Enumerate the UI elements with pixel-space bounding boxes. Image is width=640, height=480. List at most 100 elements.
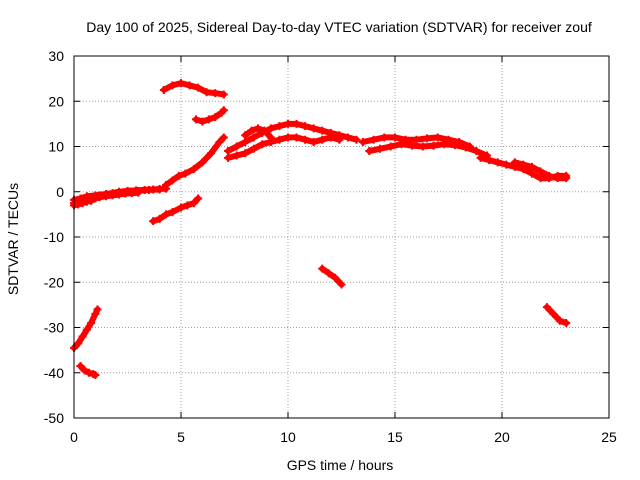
- data-point: [149, 217, 158, 226]
- data-point: [144, 185, 153, 194]
- series-s15: [365, 140, 492, 160]
- data-point: [155, 214, 164, 223]
- data-point: [549, 309, 558, 318]
- data-point: [337, 280, 346, 289]
- data-point: [519, 160, 528, 169]
- data-point: [545, 171, 554, 180]
- data-point: [266, 133, 275, 142]
- y-tick-label: 30: [48, 48, 64, 64]
- data-point: [343, 133, 352, 142]
- data-point: [204, 115, 213, 124]
- data-point: [397, 140, 406, 149]
- data-point: [249, 144, 258, 153]
- data-point: [553, 174, 562, 183]
- data-point: [219, 90, 228, 99]
- data-point: [74, 339, 83, 348]
- data-point: [102, 190, 111, 199]
- series-s18: [542, 303, 571, 327]
- data-point: [155, 185, 164, 194]
- series-s6: [159, 79, 228, 99]
- data-point: [450, 141, 459, 150]
- data-point: [301, 135, 310, 144]
- data-point: [433, 133, 442, 142]
- data-point: [174, 171, 183, 180]
- series-s5: [149, 194, 203, 226]
- data-point: [562, 174, 571, 183]
- y-tick-label: -40: [44, 365, 64, 381]
- data-point: [82, 192, 91, 201]
- data-point: [76, 361, 85, 370]
- y-tick-label: -50: [44, 410, 64, 426]
- data-point: [189, 199, 198, 208]
- data-point: [181, 169, 190, 178]
- x-tick-label: 0: [70, 429, 78, 445]
- data-point: [326, 133, 335, 142]
- data-point: [408, 141, 417, 150]
- y-axis-label: SDTVAR / TECUs: [5, 183, 21, 295]
- data-point: [241, 149, 250, 158]
- data-point: [254, 124, 263, 133]
- data-point: [502, 160, 511, 169]
- data-point: [284, 133, 292, 142]
- y-tick-label: -10: [44, 229, 64, 245]
- data-point: [335, 135, 344, 144]
- series-trace: [543, 304, 570, 326]
- data-point: [292, 119, 301, 128]
- data-point: [162, 210, 171, 219]
- data-point: [112, 189, 121, 198]
- data-point: [224, 153, 233, 162]
- data-point: [84, 368, 93, 377]
- y-axis-ticks: -50 -40 -30 -20 -10 0 10 20 30: [44, 48, 609, 426]
- data-point: [183, 201, 192, 210]
- series-trace: [319, 265, 345, 288]
- data-point: [418, 142, 427, 151]
- data-point: [258, 140, 267, 149]
- data-point: [232, 151, 241, 160]
- data-point: [76, 194, 85, 203]
- data-point: [472, 147, 481, 156]
- data-point: [185, 81, 194, 90]
- data-point: [198, 117, 207, 126]
- data-point: [309, 124, 318, 133]
- data-point: [510, 158, 519, 167]
- data-point: [476, 153, 485, 162]
- data-point: [91, 309, 100, 318]
- series-s3: [70, 185, 164, 204]
- chart-title: Day 100 of 2025, Sidereal Day-to-day VTE…: [86, 19, 592, 35]
- data-point: [386, 142, 395, 151]
- data-point: [275, 122, 284, 131]
- x-tick-label: 25: [601, 429, 617, 445]
- data-point: [177, 79, 185, 88]
- data-point: [536, 167, 545, 176]
- y-tick-label: 10: [48, 139, 64, 155]
- data-point: [365, 147, 374, 156]
- data-point: [536, 174, 545, 183]
- data-point: [123, 187, 132, 196]
- data-point: [562, 318, 571, 327]
- data-point: [189, 165, 198, 174]
- x-tick-label: 20: [494, 429, 510, 445]
- data-point: [168, 81, 177, 90]
- data-point: [331, 273, 340, 282]
- data-point: [194, 194, 203, 203]
- data-point: [211, 89, 220, 98]
- data-point: [275, 135, 284, 144]
- data-point: [266, 124, 275, 133]
- data-point: [162, 180, 171, 189]
- data-point: [423, 134, 432, 143]
- data-point: [134, 186, 143, 195]
- data-point: [301, 122, 310, 131]
- data-point: [318, 126, 327, 135]
- data-point: [168, 208, 177, 217]
- data-point: [555, 316, 564, 325]
- data-point: [202, 88, 211, 97]
- y-tick-label: 20: [48, 93, 64, 109]
- data-point: [542, 303, 551, 312]
- data-point: [159, 85, 168, 94]
- series-s7: [191, 106, 228, 126]
- data-point: [318, 264, 327, 273]
- data-point: [461, 143, 470, 152]
- series-s13: [318, 264, 346, 289]
